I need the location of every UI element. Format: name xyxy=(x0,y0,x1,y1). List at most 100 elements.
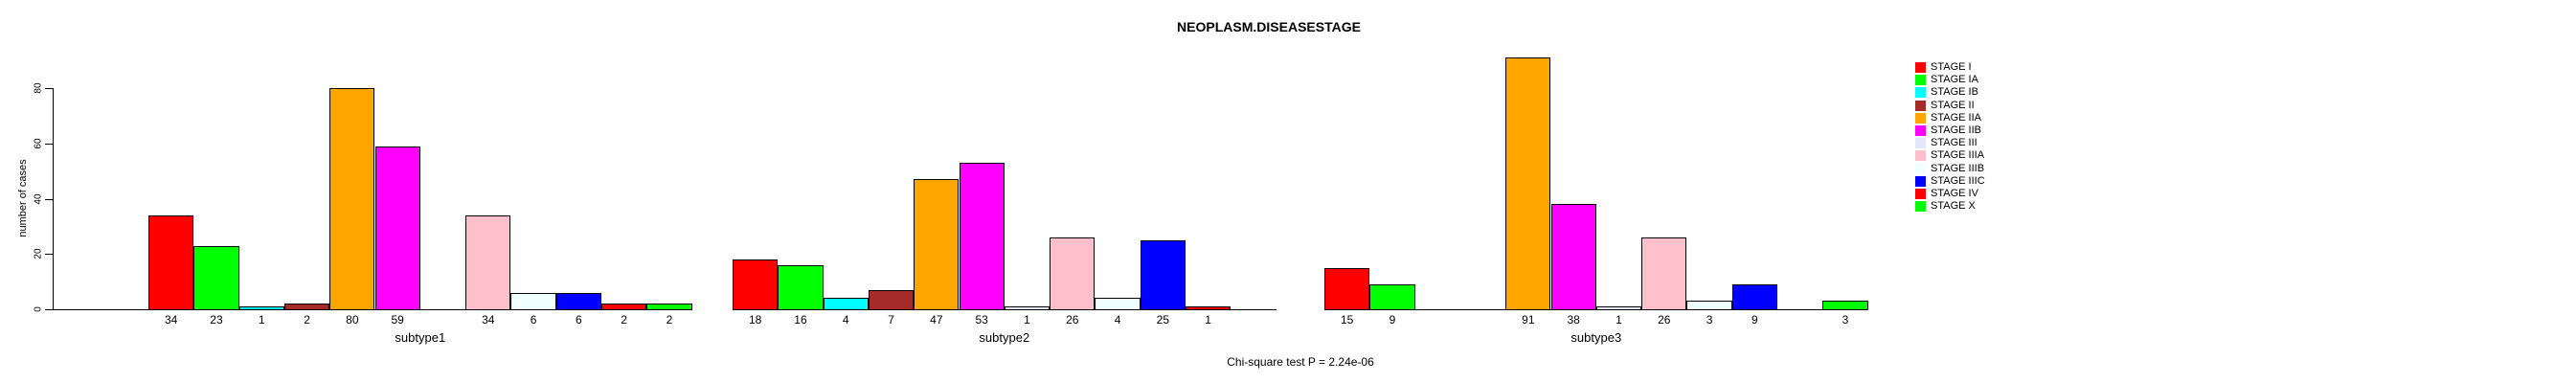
bar-subtype2-stage-iiia xyxy=(1050,237,1096,310)
bar-subtype1-stage-iiib xyxy=(510,293,556,310)
legend-swatch xyxy=(1915,188,1926,199)
bar-subtype3-stage-iiic xyxy=(1731,284,1777,310)
bar-value-label: 1 xyxy=(1024,313,1030,327)
bar-value-label: 3 xyxy=(1842,313,1849,327)
legend-item: STAGE II xyxy=(1915,100,1985,112)
legend-item: STAGE IA xyxy=(1915,74,1985,86)
bar-subtype3-stage-iii xyxy=(1595,306,1642,310)
bar-subtype3-stage-iiib xyxy=(1686,301,1732,310)
bar-subtype2-stage-iiib xyxy=(1095,298,1141,310)
legend-swatch xyxy=(1915,175,1926,187)
bar-subtype2-stage-iv xyxy=(1186,306,1232,310)
y-tick-label: 80 xyxy=(33,82,44,94)
bar-value-label: 25 xyxy=(1156,313,1170,327)
legend-swatch xyxy=(1915,138,1926,149)
bar-value-label: 38 xyxy=(1567,313,1580,327)
legend-swatch xyxy=(1915,201,1926,213)
legend-item: STAGE IIIA xyxy=(1915,149,1985,162)
bar-value-label: 2 xyxy=(666,313,673,327)
group-label-subtype2: subtype2 xyxy=(979,330,1030,345)
bar-subtype1-stage-i xyxy=(148,215,194,310)
bar-subtype2-stage-i xyxy=(733,259,779,310)
legend-swatch xyxy=(1915,75,1926,86)
bar-subtype3-stage-iib xyxy=(1550,204,1596,310)
legend: STAGE I STAGE IA STAGE IB STAGE II STAGE IIA… xyxy=(1915,61,1985,213)
bar-value-label: 59 xyxy=(391,313,404,327)
legend-item: STAGE IIB xyxy=(1915,124,1985,137)
legend-label: STAGE IA xyxy=(1931,74,1978,86)
bar-value-label: 4 xyxy=(1114,313,1121,327)
bar-subtype1-stage-ib xyxy=(238,306,284,310)
legend-label: STAGE IIIA xyxy=(1931,149,1985,162)
bar-value-label: 23 xyxy=(210,313,223,327)
bar-value-label: 1 xyxy=(1616,313,1622,327)
bar-value-label: 80 xyxy=(346,313,359,327)
legend-item: STAGE IIIC xyxy=(1915,175,1985,188)
legend-swatch xyxy=(1915,125,1926,137)
legend-label: STAGE IIIC xyxy=(1931,174,1985,187)
bar-value-label: 9 xyxy=(1389,313,1396,327)
bar-value-label: 6 xyxy=(530,313,537,327)
bar-subtype1-stage-iiic xyxy=(555,293,601,310)
y-tick-mark xyxy=(45,198,53,200)
bar-value-label: 4 xyxy=(842,313,849,327)
bar-value-label: 7 xyxy=(888,313,894,327)
bar-subtype2-stage-ib xyxy=(823,298,869,310)
bar-value-label: 53 xyxy=(975,313,988,327)
legend-item: STAGE X xyxy=(1915,200,1985,213)
legend-item: STAGE III xyxy=(1915,137,1985,149)
bar-subtype3-stage-ia xyxy=(1369,284,1415,310)
bar-subtype1-stage-x xyxy=(646,304,692,310)
bar-value-label: 18 xyxy=(748,313,762,327)
bar-value-label: 16 xyxy=(794,313,807,327)
legend-swatch xyxy=(1915,87,1926,99)
y-axis-label: number of cases xyxy=(17,159,29,237)
bar-value-label: 6 xyxy=(575,313,582,327)
bar-value-label: 34 xyxy=(164,313,178,327)
legend-label: STAGE IB xyxy=(1931,86,1978,99)
bar-value-label: 1 xyxy=(1205,313,1211,327)
bar-subtype1-stage-iib xyxy=(374,146,420,310)
bar-subtype2-stage-iia xyxy=(914,179,960,310)
y-axis-line xyxy=(53,88,54,310)
bar-value-label: 9 xyxy=(1751,313,1758,327)
bar-subtype3-stage-iia xyxy=(1505,57,1551,310)
y-tick-label: 20 xyxy=(33,248,44,259)
y-tick-mark xyxy=(45,254,53,256)
legend-swatch xyxy=(1915,100,1926,111)
legend-item: STAGE IIA xyxy=(1915,112,1985,124)
bar-value-label: 47 xyxy=(930,313,943,327)
bar-value-label: 2 xyxy=(304,313,310,327)
legend-label: STAGE III xyxy=(1931,137,1977,149)
bar-subtype2-stage-ia xyxy=(778,265,824,310)
bar-value-label: 91 xyxy=(1522,313,1535,327)
bar-value-label: 15 xyxy=(1340,313,1354,327)
y-tick-mark xyxy=(45,309,53,310)
legend-item: STAGE I xyxy=(1915,61,1985,74)
legend-label: STAGE IV xyxy=(1931,187,1978,199)
bar-value-label: 26 xyxy=(1066,313,1079,327)
bar-subtype3-stage-iiia xyxy=(1641,237,1687,310)
bar-subtype2-stage-iib xyxy=(959,163,1005,310)
bar-value-label: 26 xyxy=(1658,313,1671,327)
y-tick-mark xyxy=(45,88,53,89)
bar-subtype2-stage-iiic xyxy=(1140,240,1186,310)
y-tick-label: 40 xyxy=(33,192,44,205)
bar-subtype3-stage-x xyxy=(1822,301,1868,310)
bar-value-label: 1 xyxy=(258,313,265,327)
legend-swatch xyxy=(1915,112,1926,124)
chart-title: NEOPLASM.DISEASESTAGE xyxy=(1177,19,1361,34)
legend-label: STAGE II xyxy=(1931,99,1975,111)
legend-item: STAGE IIIB xyxy=(1915,163,1985,175)
legend-item: STAGE IV xyxy=(1915,188,1985,200)
legend-swatch xyxy=(1915,150,1926,162)
bar-value-label: 34 xyxy=(482,313,495,327)
legend-label: STAGE IIB xyxy=(1931,124,1981,136)
chi-square-annotation: Chi-square test P = 2.24e-06 xyxy=(1227,355,1374,369)
bar-subtype2-stage-iii xyxy=(1004,306,1051,310)
bar-subtype1-stage-iia xyxy=(329,88,375,310)
y-tick-label: 60 xyxy=(33,138,44,149)
bar-subtype1-stage-iiia xyxy=(465,215,511,310)
bar-subtype1-stage-ii xyxy=(283,304,330,310)
